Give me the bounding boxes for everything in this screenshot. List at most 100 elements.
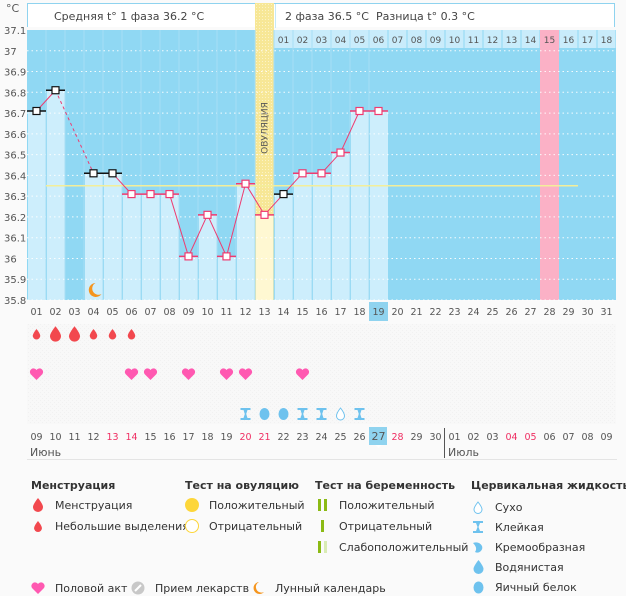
legend-spotting: Небольшие выделения bbox=[29, 518, 189, 534]
phase2-day-cell bbox=[293, 30, 312, 48]
blood-drop-small-icon bbox=[89, 329, 98, 340]
temperature-point[interactable] bbox=[260, 210, 269, 219]
legend-label: Сухо bbox=[495, 500, 523, 514]
phase-summary-header: Средняя t° 1 фаза 36.2 °C 2 фаза 36.5 °C… bbox=[27, 3, 615, 28]
fluid-watery-icon bbox=[469, 559, 487, 575]
heart-icon bbox=[143, 368, 158, 380]
calendar-date-label: 17 bbox=[182, 432, 194, 443]
temperature-bar bbox=[104, 173, 122, 300]
ovulation-label: ОВУЛЯЦИЯ bbox=[261, 102, 271, 154]
phase2-day-label: 07 bbox=[392, 36, 403, 46]
fluid-sticky-icon bbox=[316, 408, 327, 420]
legend-label: Половой акт bbox=[55, 581, 128, 595]
calendar-date-label: 09 bbox=[30, 432, 42, 443]
cycle-day-label: 25 bbox=[486, 307, 498, 318]
y-tick-label: 36.8 bbox=[4, 88, 26, 99]
temperature-bar bbox=[294, 173, 312, 300]
temperature-point[interactable] bbox=[127, 189, 136, 199]
legend-ovulation-positive: Положительный bbox=[183, 497, 305, 513]
phase2-average: 2 фаза 36.5 °C bbox=[285, 10, 369, 23]
phase2-day-label: 14 bbox=[525, 36, 537, 46]
legend-lunar-calendar: Лунный календарь bbox=[249, 580, 386, 596]
temperature-difference: Разница t° 0.3 °C bbox=[376, 10, 475, 23]
cycle-day-label: 09 bbox=[182, 307, 194, 318]
temperature-point[interactable] bbox=[32, 106, 41, 116]
fluid-sticky-icon bbox=[469, 519, 487, 535]
temperature-point[interactable] bbox=[146, 189, 155, 199]
temperature-point[interactable] bbox=[241, 179, 250, 188]
today-pointer-icon bbox=[375, 445, 382, 448]
calendar-date-label: 26 bbox=[353, 432, 365, 443]
blood-drop-small-icon bbox=[29, 518, 47, 534]
heart-icon bbox=[219, 368, 234, 380]
temperature-line bbox=[340, 110, 360, 153]
phase2-day-cell bbox=[312, 30, 331, 48]
highlight-column bbox=[540, 30, 559, 300]
cycle-day-label: 05 bbox=[106, 307, 118, 318]
y-axis-unit: °C bbox=[6, 2, 20, 15]
calendar-date-label: 12 bbox=[87, 432, 99, 443]
temperature-point[interactable] bbox=[108, 169, 117, 178]
phase2-day-cell bbox=[369, 30, 388, 48]
legend-label: Клейкая bbox=[495, 520, 544, 534]
temperature-point[interactable] bbox=[203, 210, 212, 219]
calendar-date-label: 03 bbox=[486, 432, 498, 443]
ovulation-positive-icon bbox=[183, 497, 201, 513]
phase2-day-label: 13 bbox=[506, 36, 517, 46]
calendar-date-label: 25 bbox=[334, 432, 346, 443]
cycle-day-label: 21 bbox=[410, 307, 422, 318]
phase2-day-label: 04 bbox=[335, 36, 347, 46]
moon-icon bbox=[88, 283, 102, 297]
phase2-day-label: 11 bbox=[468, 36, 479, 46]
temperature-point[interactable] bbox=[374, 106, 383, 116]
legend-label: Менструация bbox=[55, 498, 133, 512]
temperature-point[interactable] bbox=[184, 252, 193, 261]
legend-label: Лунный календарь bbox=[275, 581, 386, 595]
temperature-chart: 01 02 03 04 05 06 07 08 09 10 11 12 13 14 15 16 17 18 ОВУ… bbox=[4, 3, 616, 448]
temperature-point[interactable] bbox=[51, 86, 60, 95]
cycle-day-label: 23 bbox=[448, 307, 460, 318]
cycle-day-label: 31 bbox=[600, 307, 612, 318]
temperature-point[interactable] bbox=[279, 189, 288, 199]
cycle-day-label: 20 bbox=[391, 307, 403, 318]
fluid-egg-white-icon bbox=[469, 579, 487, 595]
calendar-date-label: 24 bbox=[315, 432, 327, 443]
phase2-day-label: 18 bbox=[601, 36, 613, 46]
y-tick-label: 36.2 bbox=[4, 213, 26, 224]
pregnancy-negative-icon bbox=[313, 518, 331, 534]
legend-fluid-creamy: Кремообразная bbox=[469, 539, 585, 555]
temperature-bar bbox=[313, 173, 331, 300]
y-tick-label: 37.1 bbox=[4, 26, 26, 37]
temperature-bar bbox=[275, 194, 293, 300]
temperature-bar bbox=[351, 111, 369, 300]
temperature-point[interactable] bbox=[222, 252, 231, 261]
temperature-point[interactable] bbox=[355, 106, 364, 116]
blood-drop-small-icon bbox=[108, 329, 117, 340]
fluid-sticky-icon bbox=[354, 408, 365, 420]
temperature-point[interactable] bbox=[336, 148, 345, 157]
temperature-point[interactable] bbox=[165, 189, 174, 199]
phase2-day-label: 16 bbox=[563, 36, 575, 46]
calendar-date-label: 14 bbox=[125, 432, 137, 443]
cycle-day-label: 04 bbox=[87, 307, 99, 318]
temperature-point[interactable] bbox=[298, 169, 307, 178]
phase2-day-label: 17 bbox=[582, 36, 593, 46]
calendar-date-label: 06 bbox=[543, 432, 555, 443]
cycle-day-label: 26 bbox=[505, 307, 517, 318]
temperature-bar bbox=[85, 173, 103, 300]
cycle-day-label: 02 bbox=[49, 307, 61, 318]
phase2-day-cell bbox=[426, 30, 445, 48]
temperature-point[interactable] bbox=[89, 169, 98, 178]
fluid-egg-white-icon bbox=[259, 408, 270, 420]
temperature-point[interactable] bbox=[317, 169, 326, 178]
temperature-line bbox=[188, 214, 208, 257]
header-divider bbox=[275, 4, 276, 28]
legend-label: Прием лекарств bbox=[155, 581, 250, 595]
cycle-day-label: 22 bbox=[429, 307, 441, 318]
phase2-day-label: 02 bbox=[297, 36, 308, 46]
blood-drop-large-icon bbox=[69, 326, 80, 342]
cycle-day-label: 17 bbox=[334, 307, 346, 318]
calendar-date-label: 28 bbox=[391, 432, 403, 443]
legend-label: Отрицательный bbox=[209, 519, 303, 533]
calendar-date-label: 11 bbox=[68, 432, 80, 443]
